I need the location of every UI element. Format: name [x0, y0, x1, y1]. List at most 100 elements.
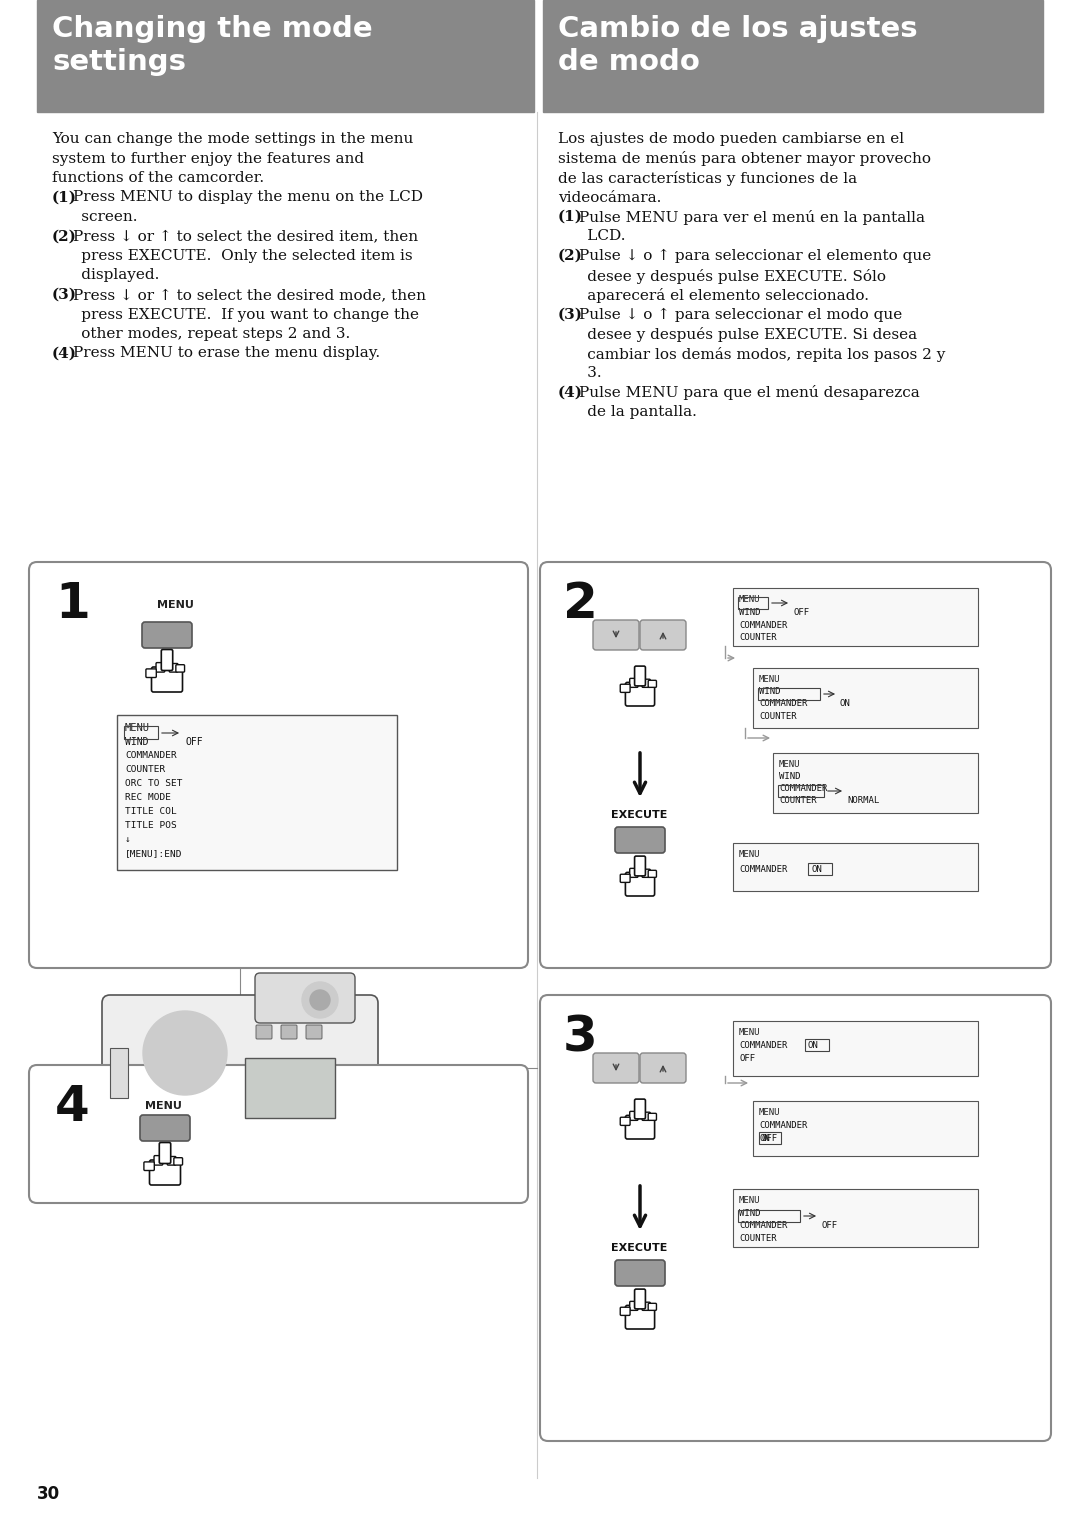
Text: desee y después pulse EXECUTE. Si desea: desee y después pulse EXECUTE. Si desea — [558, 327, 917, 342]
Text: Changing the mode
settings: Changing the mode settings — [52, 15, 373, 77]
Text: other modes, repeat steps 2 and 3.: other modes, repeat steps 2 and 3. — [52, 327, 350, 340]
FancyBboxPatch shape — [648, 1303, 657, 1311]
Text: COMMANDER: COMMANDER — [739, 1041, 787, 1050]
FancyBboxPatch shape — [625, 1306, 654, 1329]
Bar — [759, 1131, 781, 1144]
Text: WIND: WIND — [759, 687, 781, 696]
Bar — [733, 843, 978, 891]
Bar — [738, 1210, 800, 1222]
Text: NORMAL: NORMAL — [847, 796, 879, 805]
Text: MENU: MENU — [739, 1029, 760, 1036]
FancyBboxPatch shape — [149, 1160, 180, 1185]
Text: COMMANDER: COMMANDER — [779, 783, 827, 793]
FancyBboxPatch shape — [642, 869, 650, 877]
FancyBboxPatch shape — [256, 1026, 272, 1039]
FancyBboxPatch shape — [306, 1026, 322, 1039]
Bar — [738, 596, 768, 609]
FancyBboxPatch shape — [161, 650, 173, 670]
FancyBboxPatch shape — [648, 681, 657, 687]
Bar — [245, 1058, 335, 1118]
FancyBboxPatch shape — [102, 995, 378, 1141]
FancyBboxPatch shape — [635, 1289, 646, 1309]
Text: [MENU]:END: [MENU]:END — [125, 849, 183, 858]
Text: ON: ON — [840, 699, 851, 708]
FancyBboxPatch shape — [167, 1156, 176, 1165]
Text: COMMANDER: COMMANDER — [739, 1220, 787, 1229]
Bar — [758, 688, 820, 701]
FancyBboxPatch shape — [176, 665, 185, 671]
FancyBboxPatch shape — [593, 619, 639, 650]
Text: You can change the mode settings in the menu: You can change the mode settings in the … — [52, 132, 414, 146]
Text: TITLE COL: TITLE COL — [125, 806, 177, 816]
FancyBboxPatch shape — [620, 1308, 630, 1315]
Text: OFF: OFF — [739, 1055, 755, 1062]
Text: ↓: ↓ — [125, 835, 131, 845]
FancyBboxPatch shape — [620, 874, 630, 883]
Text: COMMANDER: COMMANDER — [739, 621, 787, 630]
Text: ON: ON — [759, 1134, 770, 1144]
Text: MENU: MENU — [739, 595, 760, 604]
Text: functions of the camcorder.: functions of the camcorder. — [52, 172, 265, 185]
Text: ON: ON — [811, 865, 822, 874]
Text: Cambio de los ajustes
de modo: Cambio de los ajustes de modo — [558, 15, 918, 77]
Text: COMMANDER: COMMANDER — [739, 865, 787, 874]
Circle shape — [302, 983, 338, 1018]
FancyBboxPatch shape — [615, 826, 665, 852]
Text: (2): (2) — [558, 248, 583, 264]
FancyBboxPatch shape — [635, 667, 646, 685]
Text: (2): (2) — [52, 230, 77, 244]
Circle shape — [165, 1033, 205, 1073]
FancyBboxPatch shape — [146, 668, 157, 678]
Text: WIND: WIND — [739, 1210, 760, 1219]
Text: Press MENU to erase the menu display.: Press MENU to erase the menu display. — [73, 346, 380, 360]
Text: Press MENU to display the menu on the LCD: Press MENU to display the menu on the LC… — [73, 190, 423, 204]
Text: (3): (3) — [558, 308, 583, 322]
FancyBboxPatch shape — [642, 1302, 650, 1311]
Text: REC MODE: REC MODE — [125, 793, 171, 802]
FancyBboxPatch shape — [281, 1026, 297, 1039]
Text: 2: 2 — [563, 579, 598, 629]
FancyBboxPatch shape — [630, 1302, 638, 1311]
Text: COMMANDER: COMMANDER — [759, 699, 808, 708]
Text: ON: ON — [808, 1041, 819, 1050]
FancyBboxPatch shape — [635, 855, 646, 875]
Bar — [773, 753, 978, 812]
Text: Pulse MENU para que el menú desaparezca: Pulse MENU para que el menú desaparezca — [579, 385, 920, 400]
FancyBboxPatch shape — [640, 619, 686, 650]
FancyBboxPatch shape — [630, 868, 638, 877]
Text: displayed.: displayed. — [52, 268, 160, 282]
Text: 30: 30 — [37, 1485, 60, 1502]
Bar — [733, 589, 978, 645]
Bar — [733, 1190, 978, 1246]
Bar — [110, 1049, 129, 1098]
FancyBboxPatch shape — [144, 1162, 154, 1171]
Text: MENU: MENU — [759, 675, 781, 684]
FancyBboxPatch shape — [648, 1113, 657, 1121]
Text: Pulse ↓ o ↑ para seleccionar el modo que: Pulse ↓ o ↑ para seleccionar el modo que — [579, 308, 902, 322]
Bar — [753, 668, 978, 728]
FancyBboxPatch shape — [625, 872, 654, 895]
Text: COUNTER: COUNTER — [739, 633, 777, 642]
FancyBboxPatch shape — [620, 1118, 630, 1125]
Circle shape — [153, 1021, 217, 1085]
Text: MENU: MENU — [739, 1196, 760, 1205]
FancyBboxPatch shape — [642, 679, 650, 687]
FancyBboxPatch shape — [642, 1113, 650, 1121]
Text: ORC TO SET: ORC TO SET — [125, 779, 183, 788]
FancyBboxPatch shape — [540, 995, 1051, 1441]
Text: (3): (3) — [52, 288, 77, 302]
FancyBboxPatch shape — [630, 1111, 638, 1121]
Text: Pulse ↓ o ↑ para seleccionar el elemento que: Pulse ↓ o ↑ para seleccionar el elemento… — [579, 248, 931, 264]
FancyBboxPatch shape — [625, 1116, 654, 1139]
Text: MENU: MENU — [779, 760, 800, 770]
Text: system to further enjoy the features and: system to further enjoy the features and — [52, 152, 364, 166]
FancyBboxPatch shape — [630, 679, 638, 687]
Text: (1): (1) — [558, 210, 583, 224]
Bar — [37, 0, 534, 112]
Text: sistema de menús para obtener mayor provecho: sistema de menús para obtener mayor prov… — [558, 152, 931, 167]
Text: EXECUTE: EXECUTE — [611, 809, 667, 820]
Bar — [117, 714, 397, 871]
Text: COUNTER: COUNTER — [739, 1234, 777, 1243]
FancyBboxPatch shape — [140, 1114, 190, 1141]
Text: cambiar los demás modos, repita los pasos 2 y: cambiar los demás modos, repita los paso… — [558, 346, 945, 362]
